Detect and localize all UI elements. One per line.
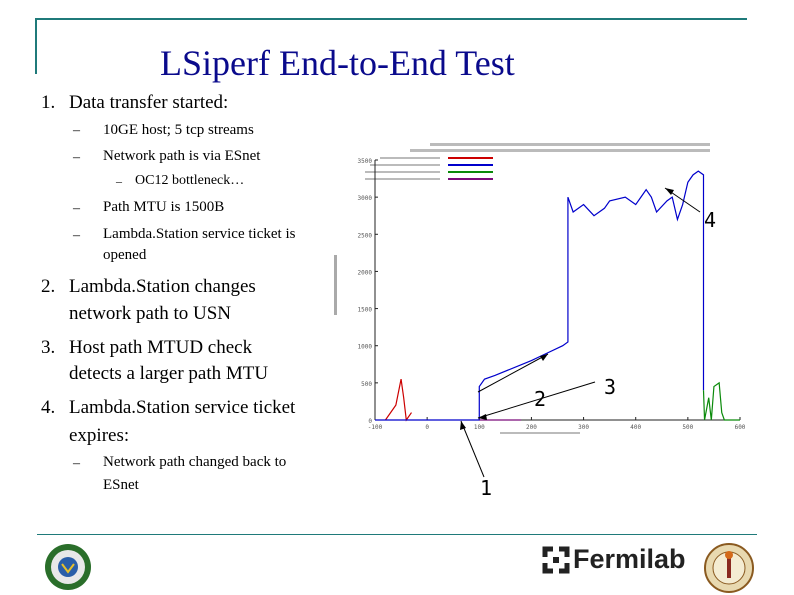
sub-item-path-mtu: Path MTU is 1500B	[103, 199, 225, 215]
item-4-line1: Lambda.Station service ticket	[69, 397, 296, 418]
legend-swatch	[448, 164, 493, 166]
item-2-number: 2.	[41, 276, 56, 297]
item-1-text: Data transfer started:	[69, 92, 229, 113]
chart-legend	[365, 157, 493, 180]
x-tick-label: -100	[368, 424, 383, 431]
doe-seal-icon	[45, 544, 91, 590]
fermilab-wordmark: Fermilab	[573, 544, 686, 574]
annotation-arrowhead	[665, 188, 674, 195]
y-tick-label: 1000	[358, 344, 373, 351]
fermilab-mark-center	[553, 557, 559, 563]
annotation-label-4: 4	[704, 208, 716, 232]
sub-item-path-back-line1: Network path changed back to	[103, 454, 287, 470]
x-axis-label-blur	[500, 432, 580, 434]
item-2-line1: Lambda.Station changes	[69, 276, 256, 297]
legend-label	[365, 178, 440, 180]
item-2-line2: network path to USN	[69, 303, 232, 324]
series-line-1	[384, 379, 412, 422]
annotation-label-1: 1	[480, 476, 492, 500]
bullet-dash: –	[73, 123, 80, 138]
x-tick-label: 100	[474, 424, 485, 431]
annotation-arrowhead	[540, 354, 548, 361]
sub-item-path-back-line2: ESnet	[103, 477, 139, 493]
x-tick-label: 500	[682, 424, 693, 431]
chart-header-line	[410, 149, 710, 152]
doe-seal-eagle	[61, 563, 75, 574]
doe-seal-center	[58, 557, 78, 577]
bullet-dash: –	[73, 456, 80, 471]
fermilab-mark-icon	[542, 546, 570, 574]
sub-item-ticket-line1: Lambda.Station service ticket is	[103, 226, 296, 242]
x-tick-label: 400	[630, 424, 641, 431]
annotation-arrow-2	[477, 353, 549, 393]
item-3-line2: detects a larger path MTU	[69, 363, 269, 384]
x-tick-label: 200	[526, 424, 537, 431]
y-tick-label: 3500	[358, 158, 373, 165]
item-4-line2: expires:	[69, 425, 130, 446]
y-axis-label-blur	[334, 255, 337, 315]
legend-label	[370, 164, 440, 166]
x-tick-label: 600	[735, 424, 746, 431]
university-seal-flame	[725, 551, 733, 559]
sub-item-10ge-host: 10GE host; 5 tcp streams	[103, 122, 254, 138]
y-tick-label: 0	[368, 418, 372, 425]
slide-frame-top	[37, 18, 747, 20]
y-tick-label: 2500	[358, 232, 373, 239]
slide-title: LSiperf End-to-End Test	[160, 43, 515, 83]
university-seal-icon	[704, 543, 754, 593]
annotation-label-3: 3	[604, 375, 616, 399]
legend-label	[380, 157, 440, 159]
y-tick-label: 3000	[358, 195, 373, 202]
annotation-arrowhead	[478, 414, 487, 420]
footer-rule	[37, 534, 757, 535]
chart-header	[410, 143, 710, 152]
series-line-3	[702, 381, 740, 421]
item-4-number: 4.	[41, 397, 56, 418]
bullet-dash: –	[116, 174, 122, 188]
sub-item-ticket-line2: opened	[103, 247, 147, 263]
annotation-arrow-3	[477, 381, 596, 419]
y-tick-label: 2000	[358, 269, 373, 276]
bullet-dash: –	[73, 228, 80, 243]
x-tick-label: 300	[578, 424, 589, 431]
x-tick-label: 0	[425, 424, 429, 431]
legend-label	[365, 171, 440, 173]
item-3-line1: Host path MTUD check	[69, 337, 253, 358]
item-3-number: 3.	[41, 337, 56, 358]
bullet-dash: –	[73, 201, 80, 216]
annotation-label-2: 2	[534, 387, 546, 411]
item-1-number: 1.	[41, 92, 56, 113]
slide-frame-left	[35, 18, 37, 74]
y-tick-label: 1500	[358, 307, 373, 314]
legend-swatch	[448, 157, 493, 159]
bullet-dash: –	[73, 150, 80, 165]
y-tick-label: 500	[361, 381, 372, 388]
university-seal-torch	[727, 556, 731, 578]
legend-swatch	[448, 178, 493, 180]
legend-swatch	[448, 171, 493, 173]
sub-sub-item-oc12: OC12 bottleneck…	[135, 173, 245, 188]
sub-item-network-path: Network path is via ESnet	[103, 148, 261, 164]
chart-header-line	[430, 143, 710, 146]
annotation-arrowhead	[460, 421, 466, 430]
annotation-arrow-1	[460, 420, 485, 478]
